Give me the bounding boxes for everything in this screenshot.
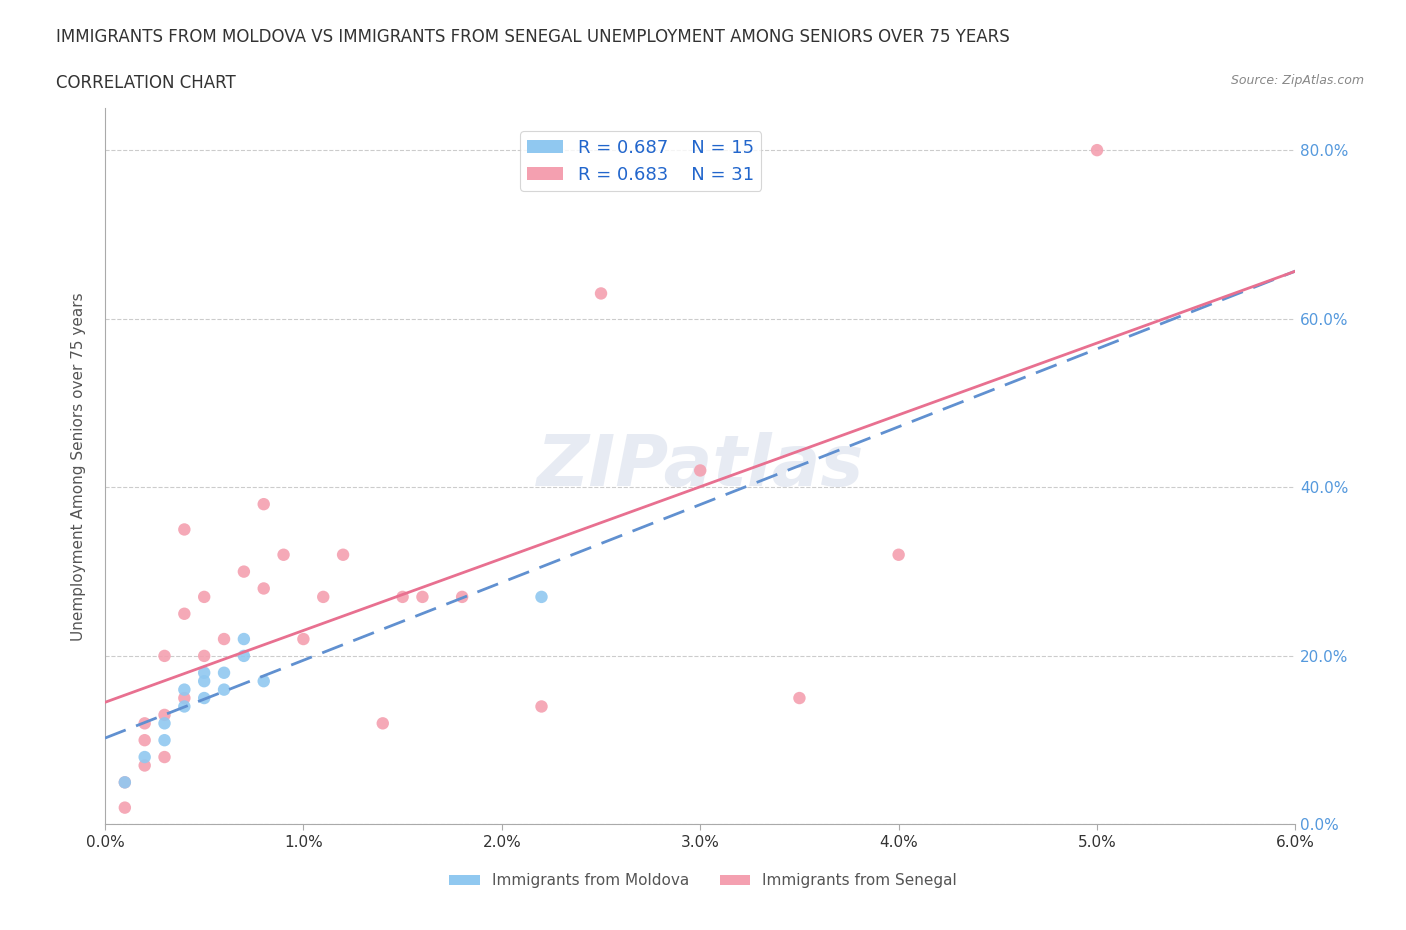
Text: ZIPatlas: ZIPatlas	[537, 432, 863, 500]
Point	[193, 691, 215, 706]
Point	[193, 673, 215, 688]
Point	[153, 733, 176, 748]
Point	[391, 590, 413, 604]
Point	[212, 683, 235, 698]
Point	[212, 631, 235, 646]
Text: CORRELATION CHART: CORRELATION CHART	[56, 74, 236, 92]
Point	[451, 590, 474, 604]
Point	[332, 548, 354, 563]
Point	[212, 665, 235, 680]
Point	[689, 463, 711, 478]
Point	[114, 775, 136, 790]
Point	[312, 590, 335, 604]
Point	[1085, 142, 1108, 157]
Point	[232, 565, 254, 579]
Point	[134, 758, 156, 773]
Point	[193, 648, 215, 663]
Point	[173, 699, 195, 714]
Point	[173, 683, 195, 698]
Point	[371, 716, 394, 731]
Point	[253, 581, 276, 596]
Point	[530, 699, 553, 714]
Point	[193, 665, 215, 680]
Point	[273, 548, 295, 563]
Point	[789, 691, 811, 706]
Point	[589, 286, 612, 301]
Point	[530, 590, 553, 604]
Y-axis label: Unemployment Among Seniors over 75 years: Unemployment Among Seniors over 75 years	[72, 292, 86, 641]
Point	[253, 497, 276, 512]
Point	[887, 548, 910, 563]
Point	[173, 522, 195, 537]
Point	[232, 631, 254, 646]
Point	[114, 800, 136, 815]
Point	[193, 590, 215, 604]
Point	[134, 716, 156, 731]
Text: IMMIGRANTS FROM MOLDOVA VS IMMIGRANTS FROM SENEGAL UNEMPLOYMENT AMONG SENIORS OV: IMMIGRANTS FROM MOLDOVA VS IMMIGRANTS FR…	[56, 28, 1010, 46]
Point	[134, 750, 156, 764]
Point	[232, 648, 254, 663]
Point	[292, 631, 315, 646]
Point	[253, 673, 276, 688]
Point	[153, 750, 176, 764]
Point	[173, 606, 195, 621]
Legend: Immigrants from Moldova, Immigrants from Senegal: Immigrants from Moldova, Immigrants from…	[443, 868, 963, 895]
Legend: R = 0.687    N = 15, R = 0.683    N = 31: R = 0.687 N = 15, R = 0.683 N = 31	[520, 131, 761, 191]
Point	[134, 733, 156, 748]
Point	[153, 648, 176, 663]
Point	[153, 708, 176, 723]
Text: Source: ZipAtlas.com: Source: ZipAtlas.com	[1230, 74, 1364, 87]
Point	[114, 775, 136, 790]
Point	[153, 716, 176, 731]
Point	[411, 590, 433, 604]
Point	[173, 691, 195, 706]
